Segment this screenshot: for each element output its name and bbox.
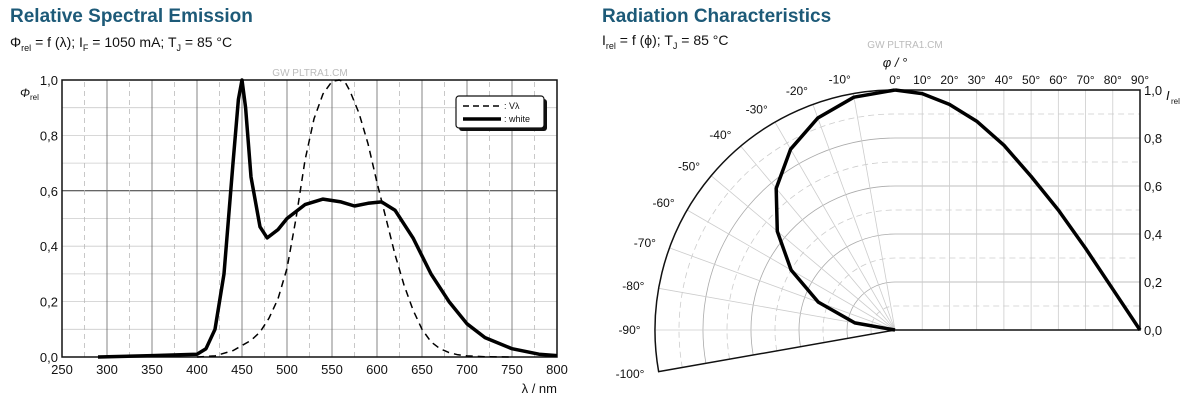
x-tick-label: 600 [366,362,388,377]
x-tick-label: 30° [968,73,986,87]
angle-gridline [852,93,896,331]
angle-tick-label: -10° [829,72,851,86]
y-tick-label: 0,8 [1144,131,1162,146]
watermark: GW PLTRA1.CM [867,40,942,51]
radial-gridline [798,233,1140,347]
angle-tick-label: -20° [786,84,808,98]
x-axis-label: φ / ° [883,55,908,70]
x-tick-label: 700 [456,362,478,377]
y-tick-label: 0,6 [1144,179,1162,194]
x-tick-label: 250 [51,362,73,377]
radial-gridline [750,185,1140,356]
x-tick-label: 350 [141,362,163,377]
y-tick-label: 0,8 [40,128,58,143]
radial-gridline [678,113,1140,368]
angle-gridline [740,145,896,331]
x-tick-label: 450 [231,362,253,377]
x-tick-label: 10° [913,73,931,87]
y-tick-label: 1,0 [1144,83,1162,98]
angle-tick-label: -40° [709,128,731,142]
legend [455,95,545,129]
angle-tick-label: -100° [616,367,645,381]
x-tick-label: 20° [940,73,958,87]
y-tick-label: 0,0 [1144,323,1162,338]
y-tick-label: 0,4 [1144,227,1162,242]
y-tick-label: 0,2 [1144,275,1162,290]
legend-label-white: : white [504,114,530,124]
x-tick-label: 650 [411,362,433,377]
legend-label-v-lambda: : Vλ [504,101,520,111]
angle-tick-label: -90° [618,323,640,337]
radial-gridline [774,209,1140,351]
y-tick-label: 0,2 [40,295,58,310]
y-axis-label-sub: rel [1171,97,1180,106]
intensity-curve-polar [774,88,896,332]
angle-gridline [812,104,896,331]
series-line-white [97,78,558,359]
series-line-v-lambda [196,79,513,358]
x-tick-label: 800 [546,362,568,377]
y-axis-label: Φ [20,86,30,100]
angle-gridline [669,247,896,331]
y-axis-label-sub: rel [30,93,39,102]
right-chart-subtitle: Irel = f (ϕ); TJ = 85 °C [602,32,729,51]
x-tick-label: 750 [501,362,523,377]
plot-frame [61,79,558,358]
y-tick-label: 0,0 [40,350,58,365]
x-tick-label: 70° [1076,73,1094,87]
left-chart-title: Relative Spectral Emission [10,6,253,27]
angle-tick-label: -70° [634,236,656,250]
x-tick-label: 500 [276,362,298,377]
x-tick-label: 40° [995,73,1013,87]
angle-tick-label: -60° [653,196,675,210]
radial-gridline [870,305,1140,335]
plot-frame [654,89,1141,373]
x-tick-label: 60° [1049,73,1067,87]
x-axis-label: λ / nm [522,381,557,396]
left-chart-subtitle: Φrel = f (λ); IF = 1050 mA; TJ = 85 °C [10,34,233,53]
angle-gridline [774,121,896,331]
y-tick-label: 0,6 [40,184,58,199]
watermark: GW PLTRA1.CM [272,68,347,79]
y-tick-label: 0,4 [40,239,58,254]
y-tick-label: 1,0 [40,73,58,88]
angle-tick-label: -80° [622,279,644,293]
x-tick-label: 550 [321,362,343,377]
radial-gridline [726,161,1140,360]
angle-tick-label: -30° [746,103,768,117]
radial-gridline [702,137,1140,364]
x-tick-label: 50° [1022,73,1040,87]
x-tick-label: 90° [1131,73,1149,87]
x-tick-label: 80° [1104,73,1122,87]
x-tick-label: 300 [96,362,118,377]
radial-gridline [822,257,1140,343]
right-chart-title: Radiation Characteristics [602,6,832,27]
x-tick-label: 0° [889,73,901,87]
radial-gridline [846,281,1140,339]
y-axis-label: I [1166,88,1170,103]
x-tick-label: 400 [186,362,208,377]
intensity-curve-cartesian [894,88,1142,331]
angle-gridline [710,175,896,331]
angle-tick-label: -50° [678,159,700,173]
